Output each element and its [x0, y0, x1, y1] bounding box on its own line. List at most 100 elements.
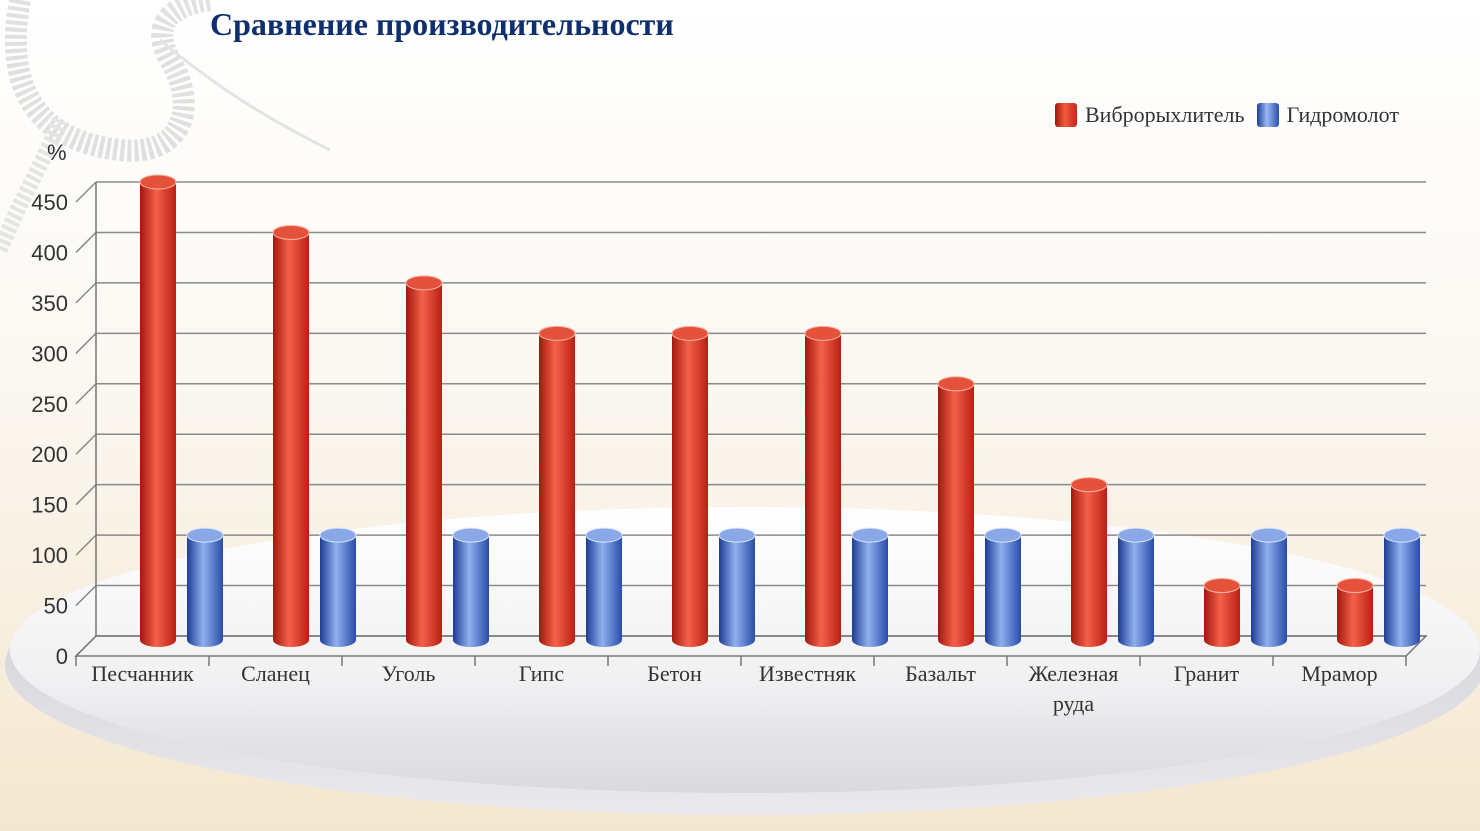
- gridline-depth: [75, 433, 97, 455]
- bar-cap: [718, 527, 756, 543]
- bar-cap: [272, 224, 310, 240]
- bar-body: [1384, 535, 1420, 647]
- x-tick-label: Гранит: [1174, 661, 1240, 686]
- bar-series-1: [1336, 578, 1374, 647]
- bar-body: [1337, 585, 1373, 647]
- legend-label-series-2: Гидромолот: [1286, 102, 1399, 127]
- bars: [139, 174, 1421, 647]
- bar-cap: [804, 325, 842, 341]
- bar-cap: [851, 527, 889, 543]
- bar-body: [453, 535, 489, 647]
- y-axis-unit: %: [47, 140, 67, 165]
- bar-cap: [671, 325, 709, 341]
- bar-series-2: [718, 527, 756, 647]
- legend-label-series-1: Виброрыхлитель: [1085, 102, 1245, 127]
- bar-body: [1204, 585, 1240, 647]
- gridline-depth: [75, 534, 97, 556]
- bar-series-1: [538, 325, 576, 647]
- bar-body: [406, 282, 442, 647]
- bar-body: [719, 535, 755, 647]
- bar-body: [938, 383, 974, 647]
- bar-cap: [984, 527, 1022, 543]
- x-tick-label: Железная руда: [1029, 661, 1119, 716]
- x-tick-label: Базальт: [905, 661, 976, 686]
- bar-cap: [538, 325, 576, 341]
- legend: Виброрыхлитель Гидромолот: [1055, 100, 1399, 130]
- y-tick-label: 0: [56, 644, 68, 669]
- bar-body: [672, 333, 708, 647]
- bar-body: [1251, 535, 1287, 647]
- bar-body: [273, 232, 309, 647]
- bar-cap: [1336, 578, 1374, 594]
- bar-series-2: [585, 527, 623, 647]
- legend-item-series-2: Гидромолот: [1256, 102, 1399, 128]
- gridline-depth: [75, 585, 97, 607]
- legend-swatch-series-2: [1256, 103, 1279, 127]
- bar-series-1: [405, 275, 443, 647]
- y-tick-label: 150: [31, 493, 68, 518]
- gridline-depth: [75, 332, 97, 354]
- gridline-depth: [75, 181, 97, 203]
- bar-series-2: [319, 527, 357, 647]
- gridline-depth: [75, 383, 97, 405]
- x-tick-label: Мрамор: [1301, 661, 1377, 686]
- bar-body: [586, 535, 622, 647]
- bar-cap: [1250, 527, 1288, 543]
- bar-series-1: [1070, 477, 1108, 647]
- coil-decoration: [0, 0, 331, 253]
- legend-swatch-series-1: [1055, 103, 1077, 127]
- x-tick-label: Гипс: [519, 661, 564, 686]
- bar-cap: [319, 527, 357, 543]
- chart-title: Сравнение производительности: [210, 6, 674, 42]
- y-tick-label: 200: [31, 442, 68, 467]
- bar-body: [805, 333, 841, 647]
- bar-series-2: [1250, 527, 1288, 647]
- x-tick-label: Сланец: [241, 661, 310, 686]
- bar-cap: [937, 376, 975, 392]
- bar-cap: [452, 527, 490, 543]
- x-tick-label: Уголь: [382, 661, 436, 686]
- y-tick-label: 450: [31, 190, 68, 215]
- y-tick-label: 350: [31, 291, 68, 316]
- bar-series-2: [452, 527, 490, 647]
- bar-body: [1071, 484, 1107, 647]
- y-tick-label: 50: [44, 594, 68, 619]
- bar-cap: [1117, 527, 1155, 543]
- gridline-depth: [75, 231, 97, 253]
- bar-body: [539, 333, 575, 647]
- bar-series-2: [984, 527, 1022, 647]
- gridline-depth: [75, 484, 97, 506]
- bar-series-2: [851, 527, 889, 647]
- bar-cap: [1383, 527, 1421, 543]
- bar-series-1: [1203, 578, 1241, 647]
- bar-series-2: [1117, 527, 1155, 647]
- bar-series-1: [272, 224, 310, 647]
- bar-body: [187, 535, 223, 647]
- bar-series-2: [1383, 527, 1421, 647]
- y-tick-label: 100: [31, 543, 68, 568]
- y-tick-label: 300: [31, 341, 68, 366]
- gridline-depth: [75, 282, 97, 304]
- bar-series-1: [139, 174, 177, 647]
- bar-series-1: [804, 325, 842, 647]
- bar-cap: [585, 527, 623, 543]
- bar-cap: [405, 275, 443, 291]
- bar-series-1: [937, 376, 975, 647]
- bar-body: [985, 535, 1021, 647]
- bar-cap: [1070, 477, 1108, 493]
- y-axis-ticks: 0 50 100 150 200 250 300 350 400 450: [31, 190, 68, 669]
- bar-series-2: [186, 527, 224, 647]
- legend-item-series-1: Виброрыхлитель: [1055, 102, 1245, 128]
- y-tick-label: 400: [31, 240, 68, 265]
- bar-body: [140, 182, 176, 647]
- y-tick-label: 250: [31, 392, 68, 417]
- bar-series-1: [671, 325, 709, 647]
- x-tick-label: Песчанник: [91, 661, 194, 686]
- bar-cap: [186, 527, 224, 543]
- x-tick-label: Известняк: [759, 661, 856, 686]
- x-tick-label: Бетон: [647, 661, 702, 686]
- bar-cap: [139, 174, 177, 190]
- bar-body: [852, 535, 888, 647]
- x-axis-ticks: Песчанник Сланец Уголь Гипс Бетон Известняк Ба…: [91, 661, 1377, 716]
